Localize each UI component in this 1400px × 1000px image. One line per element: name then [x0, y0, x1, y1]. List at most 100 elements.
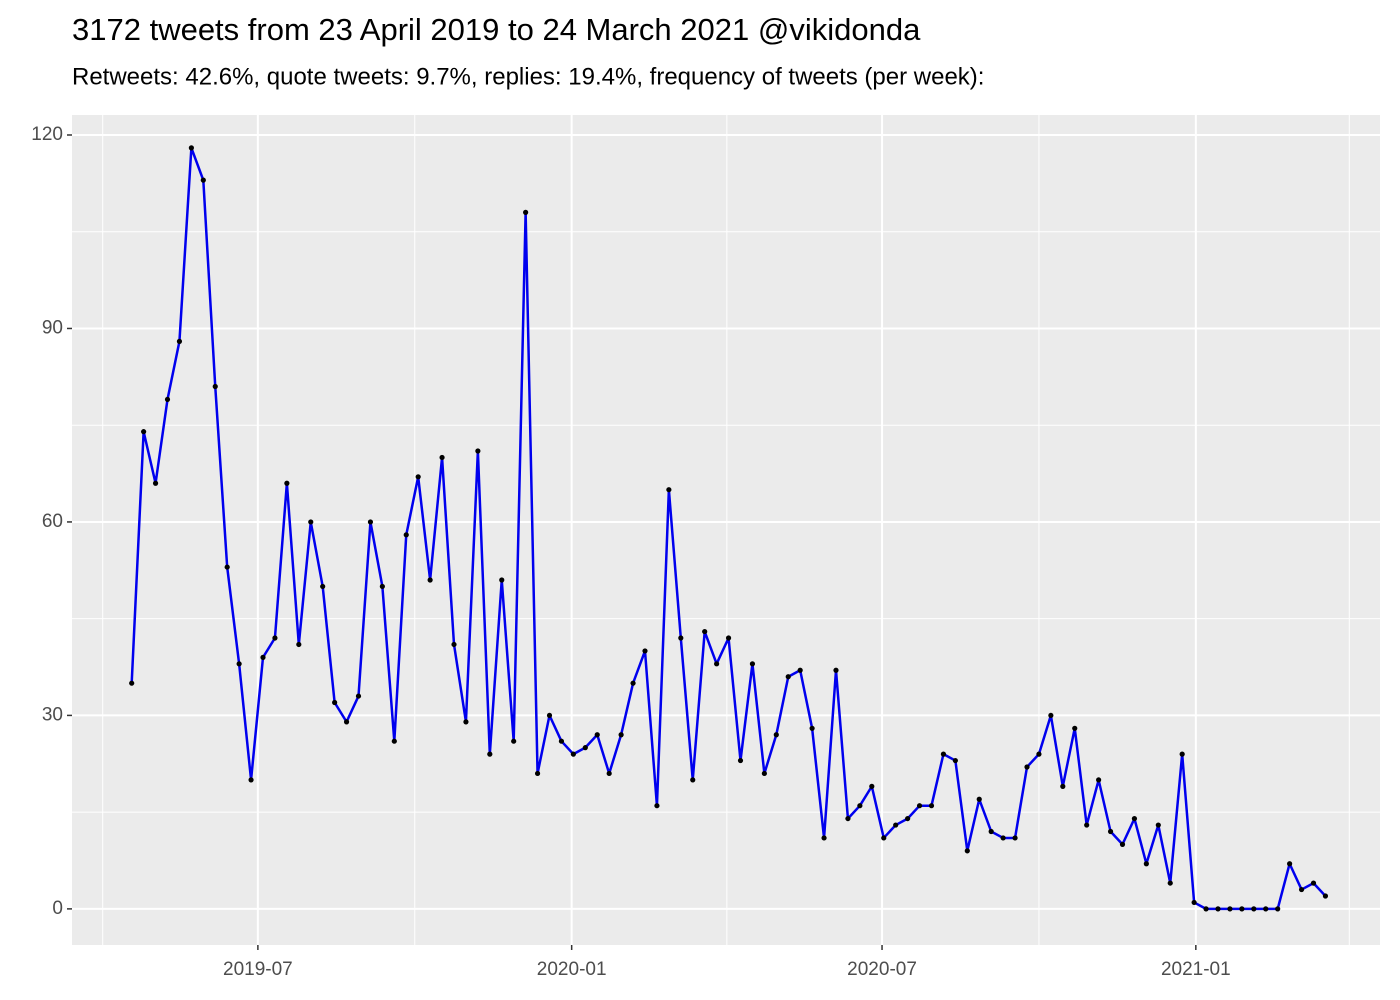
data-point [1179, 751, 1185, 757]
data-point [988, 828, 994, 835]
data-point [678, 635, 684, 641]
data-point [212, 383, 218, 390]
data-point [129, 680, 135, 686]
data-point [1298, 886, 1305, 893]
data-point [1191, 899, 1197, 906]
data-point [272, 635, 278, 641]
data-point [499, 577, 505, 583]
data-point [343, 719, 350, 725]
data-point [737, 757, 744, 764]
data-point [833, 667, 839, 673]
data-point [749, 661, 756, 667]
data-point [1072, 725, 1078, 731]
data-point [1119, 841, 1126, 847]
data-point [797, 667, 803, 673]
data-point [523, 209, 529, 215]
data-point [487, 751, 493, 757]
chart-subtitle: Retweets: 42.6%, quote tweets: 9.7%, rep… [72, 63, 984, 90]
data-point [618, 732, 624, 738]
data-point [176, 338, 183, 344]
data-point [1310, 880, 1317, 886]
data-point [1000, 835, 1006, 841]
data-point [630, 680, 636, 686]
data-point [296, 641, 302, 648]
data-point [809, 725, 815, 731]
data-point [463, 719, 469, 725]
data-point [141, 429, 147, 435]
data-point [248, 777, 254, 783]
x-tick-label: 2021-01 [1161, 959, 1231, 980]
data-point [642, 648, 648, 654]
data-point [451, 641, 457, 648]
data-point [224, 564, 230, 570]
data-point [1287, 861, 1293, 867]
data-point [546, 712, 553, 719]
y-tick-label: 0 [52, 898, 63, 919]
data-point [1048, 712, 1054, 719]
data-point [976, 796, 982, 802]
data-point [379, 583, 385, 590]
data-point [439, 454, 445, 461]
data-point [558, 738, 565, 744]
data-point [905, 815, 911, 822]
x-tick-label: 2020-01 [537, 959, 607, 980]
data-point [1263, 906, 1269, 912]
data-point [725, 635, 732, 641]
data-point [1275, 906, 1281, 912]
data-point [1143, 861, 1149, 867]
data-point [570, 751, 576, 757]
data-point [869, 783, 875, 789]
data-point [773, 732, 779, 738]
data-point [1167, 880, 1173, 886]
data-point [1251, 906, 1257, 912]
x-tick-label: 2020-07 [847, 959, 917, 980]
data-point [690, 777, 696, 783]
data-point [1036, 751, 1042, 757]
data-point [654, 803, 660, 809]
data-point [415, 474, 421, 480]
data-point [1084, 822, 1090, 828]
data-point [355, 693, 362, 699]
data-point [1239, 906, 1245, 912]
data-point [845, 815, 851, 822]
data-point [1131, 815, 1138, 822]
data-point [367, 519, 374, 525]
data-point [1203, 906, 1209, 912]
data-point [952, 757, 958, 764]
data-point [964, 848, 970, 854]
data-point [320, 583, 326, 590]
data-point [427, 577, 433, 583]
data-point [940, 751, 947, 757]
y-tick-label: 60 [42, 511, 63, 532]
data-point [666, 487, 672, 493]
y-tick-label: 30 [42, 704, 63, 725]
data-point [893, 822, 899, 828]
data-point [534, 770, 541, 777]
data-point [606, 770, 612, 777]
data-point [1024, 764, 1030, 770]
data-point [1227, 906, 1233, 912]
data-point [1322, 893, 1329, 899]
plot-background [72, 115, 1380, 945]
y-tick-label: 90 [42, 317, 63, 338]
data-point [152, 480, 159, 486]
data-point [702, 628, 708, 635]
y-tick-label: 120 [31, 124, 63, 145]
data-point [511, 738, 517, 744]
data-point [582, 745, 588, 751]
data-point [188, 145, 194, 151]
data-point [236, 661, 242, 667]
data-point [916, 803, 923, 809]
data-point [284, 480, 290, 486]
x-tick-label: 2019-07 [223, 959, 293, 980]
data-point [1096, 777, 1102, 783]
data-point [761, 770, 767, 777]
data-point [1060, 783, 1066, 789]
data-point [1155, 822, 1161, 828]
data-point [714, 661, 720, 667]
data-point [881, 835, 887, 841]
data-point [928, 803, 935, 809]
data-point [1107, 828, 1114, 835]
